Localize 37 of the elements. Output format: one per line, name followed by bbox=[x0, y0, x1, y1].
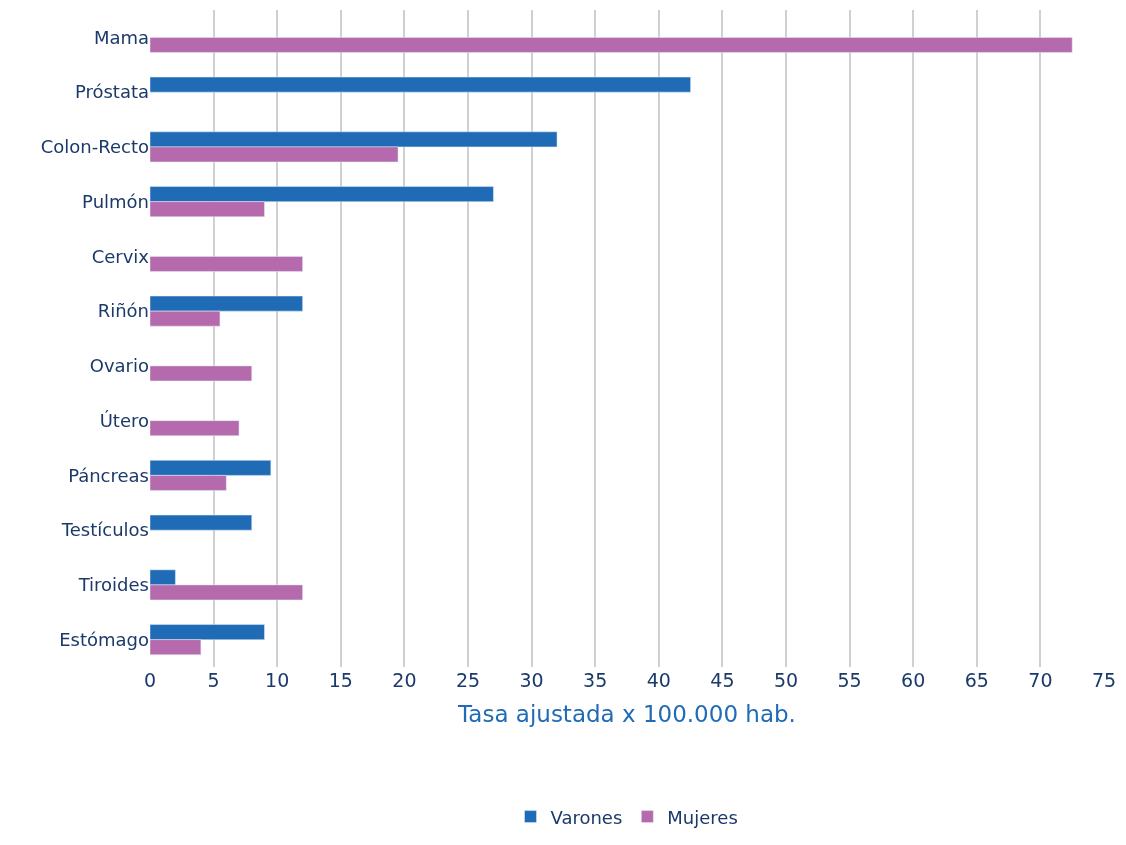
x-tick-label: 40 bbox=[646, 669, 671, 691]
bar bbox=[150, 76, 691, 93]
y-tick-label: Ovario bbox=[89, 355, 149, 377]
y-tick-label: Mama bbox=[93, 26, 149, 48]
x-tick-label: 50 bbox=[773, 669, 799, 691]
bar bbox=[150, 37, 1073, 53]
x-tick-label: 30 bbox=[519, 669, 544, 691]
x-axis-title: Tasa ajustada x 100.000 hab. bbox=[457, 700, 796, 727]
bar bbox=[150, 420, 240, 436]
x-tick-label: 75 bbox=[1091, 669, 1117, 691]
bar bbox=[150, 365, 253, 382]
y-tick-label: Útero bbox=[99, 409, 149, 431]
x-tick-label: 65 bbox=[964, 669, 989, 691]
bar bbox=[150, 256, 303, 272]
y-tick-label: Próstata bbox=[74, 81, 149, 103]
x-tick-label: 35 bbox=[583, 669, 608, 691]
y-tick-label: Colon-Recto bbox=[40, 136, 149, 158]
y-tick-label: Estómago bbox=[59, 628, 149, 650]
y-tick-label: Tiroides bbox=[77, 574, 149, 596]
legend-label: Varones bbox=[550, 806, 623, 828]
x-tick-label: 10 bbox=[265, 669, 290, 691]
x-tick-label: 5 bbox=[207, 669, 220, 691]
y-tick-label: Pulmón bbox=[82, 190, 149, 212]
legend-label: Mujeres bbox=[667, 806, 738, 828]
x-tick-label: 55 bbox=[837, 669, 862, 691]
y-tick-label: Riñón bbox=[97, 300, 149, 322]
x-tick-label: 0 bbox=[143, 669, 157, 691]
x-tick-label: 60 bbox=[901, 669, 926, 691]
x-tick-label: 20 bbox=[392, 669, 417, 691]
x-tick-label: 70 bbox=[1028, 669, 1053, 691]
x-tick-label: 25 bbox=[455, 669, 481, 691]
x-tick-label: 15 bbox=[328, 669, 353, 691]
y-tick-label: Páncreas bbox=[68, 464, 149, 486]
x-tick-label: 45 bbox=[710, 669, 735, 691]
y-tick-label: Cervix bbox=[91, 245, 150, 267]
bar bbox=[150, 514, 253, 531]
y-tick-label: Testículos bbox=[60, 519, 149, 541]
